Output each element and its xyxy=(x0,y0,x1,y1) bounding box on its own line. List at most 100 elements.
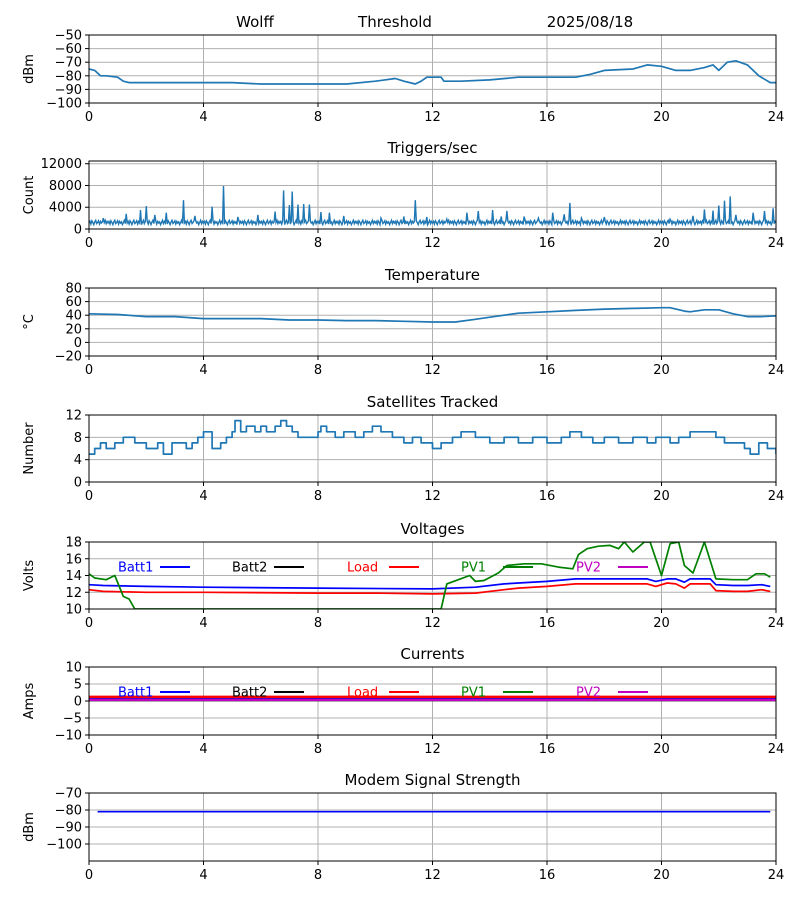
y-tick-label: 0 xyxy=(74,223,82,238)
y-tick-label: −70 xyxy=(55,56,82,71)
y-tick-label: −70 xyxy=(55,787,82,802)
plot-area xyxy=(89,306,776,323)
x-tick-label: 24 xyxy=(768,616,785,631)
x-tick-label: 0 xyxy=(85,742,93,757)
x-tick-label: 4 xyxy=(199,110,207,125)
x-tick-label: 16 xyxy=(539,616,556,631)
chart-title: Satellites Tracked xyxy=(367,393,498,411)
y-axis-label: Amps xyxy=(22,682,37,719)
x-tick-label: 8 xyxy=(314,742,322,757)
plot-area xyxy=(89,419,776,455)
x-tick-label: 4 xyxy=(199,363,207,378)
y-tick-label: −5 xyxy=(63,712,82,727)
y-tick-label: 4000 xyxy=(49,201,82,216)
y-tick-label: 0 xyxy=(74,336,82,351)
mode-label: Threshold xyxy=(357,13,432,31)
series-line-temperature xyxy=(89,306,776,323)
y-axis-label: Volts xyxy=(22,560,37,592)
chart-title: Currents xyxy=(400,645,464,663)
legend-label-pv1: PV1 xyxy=(461,686,486,701)
legend-label-batt1: Batt1 xyxy=(118,561,153,576)
x-tick-label: 12 xyxy=(424,868,441,883)
y-tick-label: −60 xyxy=(55,42,82,57)
x-tick-label: 8 xyxy=(314,616,322,631)
station-name: Wolff xyxy=(236,13,274,31)
plot-area xyxy=(89,185,776,228)
x-tick-label: 8 xyxy=(314,868,322,883)
series-line-threshold xyxy=(89,59,776,85)
x-tick-label: 4 xyxy=(199,236,207,251)
chart-title: Voltages xyxy=(400,520,464,538)
y-axis-label: Number xyxy=(22,422,37,475)
y-tick-label: −100 xyxy=(46,97,82,112)
y-tick-label: −100 xyxy=(46,838,82,853)
legend-label-batt2: Batt2 xyxy=(232,686,267,701)
x-tick-label: 20 xyxy=(653,742,670,757)
chart-title: Temperature xyxy=(384,266,480,284)
panel-modem: 0 4 8 12 16 20 24 −100 −90 −80 −70 Modem Signal Str… xyxy=(22,771,784,883)
x-tick-label: 8 xyxy=(314,489,322,504)
x-tick-label: 12 xyxy=(424,616,441,631)
x-tick-label: 12 xyxy=(424,363,441,378)
x-tick-label: 20 xyxy=(653,868,670,883)
x-tick-label: 0 xyxy=(85,236,93,251)
y-tick-label: 10 xyxy=(65,603,82,618)
x-tick-label: 12 xyxy=(424,742,441,757)
x-tick-label: 0 xyxy=(85,363,93,378)
series-line-satellites xyxy=(89,419,776,455)
panel-threshold: 0 4 8 12 16 20 24 −100−90−80−70−60−50 dBm xyxy=(22,29,784,126)
chart-title: Modem Signal Strength xyxy=(345,771,521,789)
x-tick-label: 0 xyxy=(85,110,93,125)
x-tick-label: 8 xyxy=(314,236,322,251)
x-tick-label: 24 xyxy=(768,742,785,757)
y-tick-label: 0 xyxy=(74,695,82,710)
legend-label-load: Load xyxy=(347,561,378,576)
series-line-count xyxy=(89,185,776,228)
x-tick-label: 0 xyxy=(85,489,93,504)
y-tick-label: 0 xyxy=(74,476,82,491)
x-tick-label: 20 xyxy=(653,363,670,378)
y-tick-label: −50 xyxy=(55,29,82,44)
y-tick-label: −10 xyxy=(55,729,82,744)
y-axis-label: dBm xyxy=(22,54,37,84)
x-tick-label: 16 xyxy=(539,236,556,251)
x-tick-label: 4 xyxy=(199,616,207,631)
y-tick-label: −90 xyxy=(55,821,82,836)
y-tick-label: 20 xyxy=(65,322,82,337)
series-line-batt1 xyxy=(89,578,771,590)
x-tick-label: 24 xyxy=(768,236,785,251)
y-tick-label: 60 xyxy=(65,295,82,310)
x-tick-label: 4 xyxy=(199,868,207,883)
x-tick-label: 24 xyxy=(768,363,785,378)
y-tick-label: −80 xyxy=(55,69,82,84)
plot-area xyxy=(89,695,776,702)
panel-satellites: 0 4 8 12 16 20 24 0 4 8 12 Satellites Tracked Number xyxy=(22,393,784,504)
legend-label-batt2: Batt2 xyxy=(232,561,267,576)
y-tick-label: 16 xyxy=(65,552,82,567)
x-tick-label: 8 xyxy=(314,363,322,378)
y-tick-label: 5 xyxy=(74,678,82,693)
x-tick-label: 24 xyxy=(768,868,785,883)
legend-label-load: Load xyxy=(347,686,378,701)
x-tick-label: 16 xyxy=(539,868,556,883)
y-axis-label: °C xyxy=(22,314,37,330)
legend-label-pv2: PV2 xyxy=(576,561,601,576)
x-tick-label: 20 xyxy=(653,489,670,504)
date-label: 2025/08/18 xyxy=(547,13,633,31)
y-tick-label: 12 xyxy=(65,586,82,601)
y-tick-label: 12 xyxy=(65,409,82,424)
chart-title: Triggers/sec xyxy=(387,139,478,157)
series-line-pv1 xyxy=(89,542,771,609)
y-tick-label: 14 xyxy=(65,569,82,584)
legend-label-pv2: PV2 xyxy=(576,686,601,701)
y-axis-label: dBm xyxy=(22,812,37,842)
y-tick-label: −80 xyxy=(55,804,82,819)
x-tick-label: 12 xyxy=(424,236,441,251)
y-tick-label: 40 xyxy=(65,309,82,324)
x-tick-label: 16 xyxy=(539,742,556,757)
